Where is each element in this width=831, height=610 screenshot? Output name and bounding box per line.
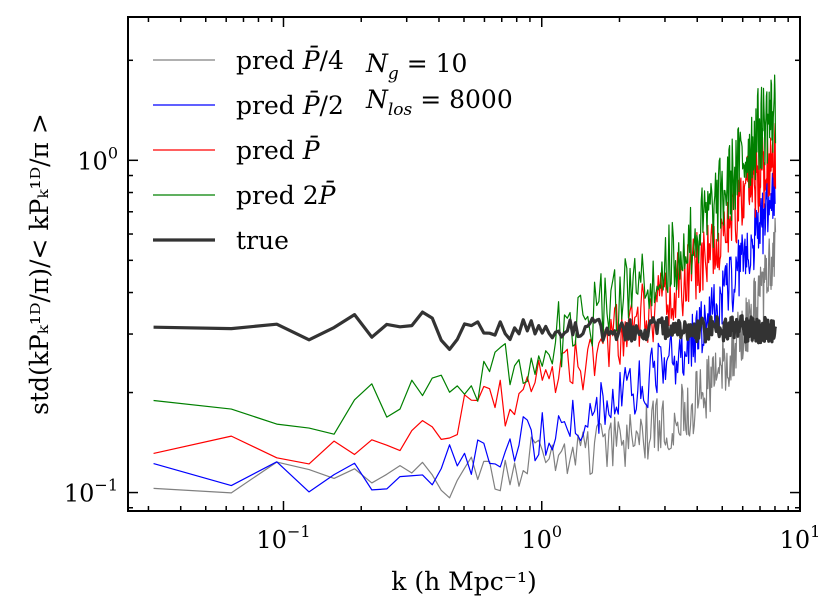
series-line-3 (153, 74, 777, 435)
x-axis-label: k (h Mpc⁻¹) (391, 567, 536, 596)
series-layer (153, 74, 778, 499)
annotation-1: Nlos = 8000 (365, 85, 513, 120)
x-tick-label-1: 100 (521, 522, 562, 554)
x-axis-label-text: k (h Mpc⁻¹) (391, 567, 536, 596)
series-line-2 (153, 122, 777, 465)
legend-label-3: pred 2P̄ (236, 181, 337, 210)
legend-label-1: pred P̄/2 (236, 91, 344, 120)
y-tick-label-1: 100 (77, 143, 118, 175)
y-tick-label-0: 10−1 (64, 476, 118, 508)
legend-label-2: pred P̄ (236, 136, 321, 165)
y-axis-label: std(kPₖ¹ᴰ/π)/< kPₖ¹ᴰ/π > (25, 113, 54, 415)
y-axis-label-text: std(kPₖ¹ᴰ/π)/< kPₖ¹ᴰ/π > (25, 113, 54, 415)
series-line-1 (153, 172, 777, 493)
annotation-0: Ng = 10 (365, 49, 467, 84)
x-tick-label-0: 10−1 (256, 522, 310, 554)
tick-layer: 10−1 100 101 10−1 100 (64, 17, 821, 554)
legend-label-4: true (236, 226, 289, 255)
legend: pred P̄/4 pred P̄/2 pred P̄ pred 2P̄ true (153, 46, 344, 255)
x-tick-label-2: 101 (780, 522, 821, 554)
legend-label-0: pred P̄/4 (236, 46, 344, 75)
series-line-4 (153, 310, 778, 351)
series-line-0 (153, 217, 777, 499)
